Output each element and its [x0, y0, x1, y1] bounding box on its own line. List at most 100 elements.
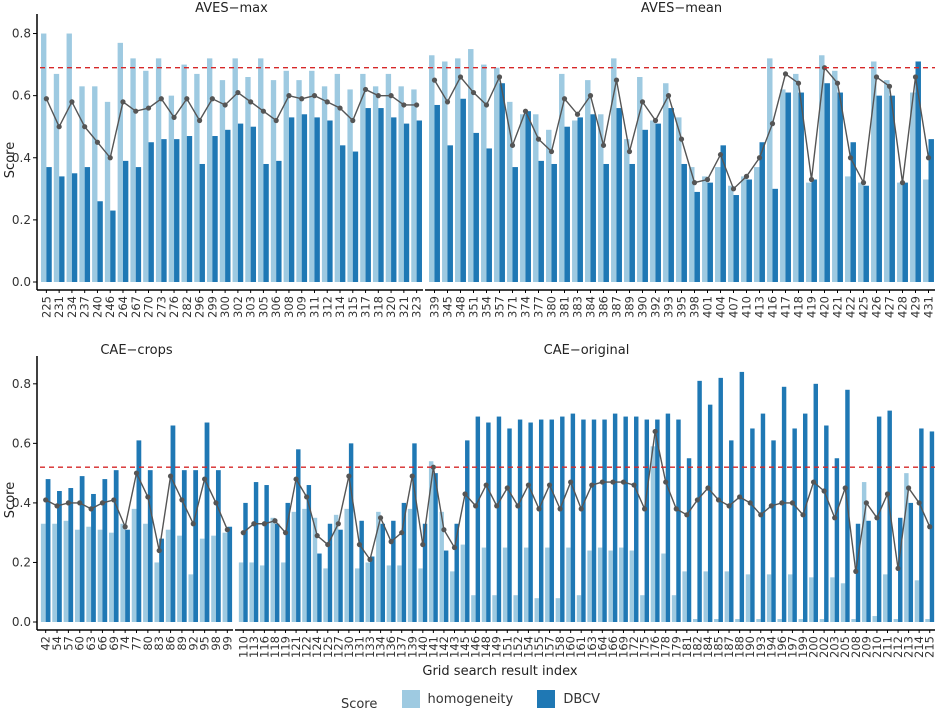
- bar-dbcv: [733, 195, 739, 282]
- mean-point: [65, 500, 71, 506]
- mean-point: [457, 74, 464, 80]
- bar-dbcv: [359, 520, 364, 622]
- mean-point: [717, 152, 724, 158]
- mean-point: [286, 93, 292, 99]
- mean-point: [473, 503, 479, 509]
- bar-dbcv: [264, 485, 269, 622]
- bar-homogeneity: [321, 86, 328, 283]
- bar-homogeneity: [767, 58, 773, 283]
- x-tick-label: 166: [606, 636, 620, 658]
- mean-point: [145, 494, 151, 500]
- bar-dbcv: [887, 410, 892, 622]
- x-tick-label: 315: [346, 296, 360, 318]
- bar-homogeneity: [661, 553, 666, 622]
- bar-homogeneity: [819, 619, 825, 622]
- bar-homogeneity: [302, 508, 307, 622]
- bar-homogeneity: [206, 58, 213, 283]
- mean-point: [88, 506, 94, 512]
- mean-point: [462, 491, 468, 497]
- bar-homogeneity: [143, 523, 148, 622]
- mean-point: [69, 99, 75, 105]
- bar-homogeneity: [249, 562, 254, 622]
- x-tick-label: 140: [416, 636, 430, 658]
- mean-point: [525, 482, 532, 488]
- bar-dbcv: [475, 416, 481, 622]
- bar-homogeneity: [619, 547, 624, 622]
- bar-dbcv: [824, 83, 830, 282]
- bar-homogeneity: [411, 89, 417, 282]
- mean-point: [810, 479, 817, 485]
- bar-homogeneity: [624, 139, 630, 282]
- mean-point: [43, 96, 49, 102]
- bar-homogeneity: [155, 58, 162, 283]
- bar-homogeneity: [702, 176, 708, 282]
- bar-dbcv: [512, 167, 518, 282]
- x-tick-label: 154: [521, 636, 535, 658]
- bar-homogeneity: [177, 535, 182, 622]
- bar-dbcv: [136, 440, 142, 622]
- mean-point: [874, 515, 880, 521]
- bar-dbcv: [915, 61, 921, 282]
- bar-homogeneity: [199, 538, 205, 622]
- bar-dbcv: [802, 413, 808, 622]
- bar-dbcv: [237, 123, 244, 282]
- x-tick-label: 264: [116, 296, 130, 318]
- bar-dbcv: [148, 142, 154, 282]
- bar-homogeneity: [429, 55, 435, 283]
- x-tick-label: 118: [268, 636, 282, 658]
- bar-homogeneity: [663, 83, 669, 282]
- mean-point: [834, 80, 841, 86]
- bar-dbcv: [215, 470, 221, 622]
- legend-swatch-homogeneity: [401, 690, 420, 708]
- bar-homogeneity: [650, 446, 656, 622]
- bar-dbcv: [612, 413, 618, 622]
- bar-homogeneity: [576, 595, 582, 622]
- bar-dbcv: [834, 458, 840, 622]
- bar-homogeneity: [545, 547, 550, 622]
- mean-point: [43, 497, 49, 503]
- bar-homogeneity: [79, 86, 85, 283]
- panel-title: AVES−max: [195, 1, 268, 16]
- bar-dbcv: [785, 92, 791, 283]
- bar-homogeneity: [97, 529, 103, 622]
- bar-homogeneity: [104, 101, 111, 282]
- x-tick-label: 374: [519, 296, 533, 318]
- mean-point: [82, 124, 88, 130]
- bar-dbcv: [97, 201, 103, 282]
- bar-dbcv: [253, 482, 259, 622]
- mean-point: [726, 503, 732, 509]
- mean-point: [842, 485, 848, 491]
- bar-homogeneity: [559, 73, 565, 282]
- mean-point: [747, 500, 753, 506]
- x-tick-label: 420: [818, 296, 832, 318]
- x-tick-label: 125: [321, 636, 335, 658]
- bar-dbcv: [824, 425, 829, 622]
- x-tick-label: 270: [142, 296, 156, 318]
- mean-point: [235, 89, 241, 96]
- x-tick-label: 425: [857, 296, 871, 318]
- bar-homogeneity: [347, 89, 353, 282]
- mean-point: [684, 512, 690, 518]
- mean-point: [599, 479, 605, 485]
- x-tick-label: 276: [167, 296, 181, 318]
- x-tick-label: 305: [256, 296, 270, 318]
- bar-dbcv: [443, 550, 449, 622]
- x-tick-label: 318: [371, 296, 385, 318]
- mean-point: [184, 96, 190, 102]
- bar-dbcv: [591, 419, 597, 622]
- x-tick-label: 193: [754, 636, 768, 658]
- bar-dbcv: [317, 553, 322, 622]
- mean-point: [388, 539, 394, 545]
- y-tick-label: 0.0: [12, 615, 31, 629]
- bar-homogeneity: [793, 73, 799, 282]
- x-tick-label: 377: [532, 296, 546, 318]
- bar-homogeneity: [637, 77, 643, 282]
- mean-point: [715, 497, 722, 503]
- mean-point: [652, 428, 658, 435]
- bar-dbcv: [370, 556, 375, 622]
- mean-point: [795, 80, 802, 86]
- bar-homogeneity: [219, 80, 226, 282]
- x-tick-label: 311: [307, 296, 321, 318]
- mean-point: [694, 497, 700, 503]
- x-tick-label: 178: [659, 636, 673, 658]
